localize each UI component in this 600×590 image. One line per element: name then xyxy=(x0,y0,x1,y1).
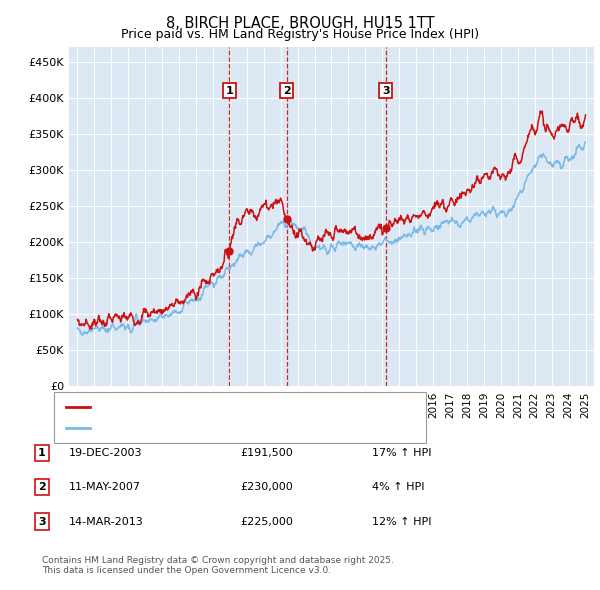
Text: 8, BIRCH PLACE, BROUGH, HU15 1TT: 8, BIRCH PLACE, BROUGH, HU15 1TT xyxy=(166,16,434,31)
Text: 4% ↑ HPI: 4% ↑ HPI xyxy=(372,483,425,492)
Text: 3: 3 xyxy=(38,517,46,526)
Text: 1: 1 xyxy=(38,448,46,458)
Text: 19-DEC-2003: 19-DEC-2003 xyxy=(69,448,143,458)
Text: 2: 2 xyxy=(38,483,46,492)
Text: £191,500: £191,500 xyxy=(240,448,293,458)
Text: 1: 1 xyxy=(226,86,233,96)
Text: 11-MAY-2007: 11-MAY-2007 xyxy=(69,483,141,492)
Text: Contains HM Land Registry data © Crown copyright and database right 2025.
This d: Contains HM Land Registry data © Crown c… xyxy=(42,556,394,575)
Text: 8, BIRCH PLACE, BROUGH, HU15 1TT (detached house): 8, BIRCH PLACE, BROUGH, HU15 1TT (detach… xyxy=(96,402,382,412)
Text: 3: 3 xyxy=(382,86,389,96)
Text: Price paid vs. HM Land Registry's House Price Index (HPI): Price paid vs. HM Land Registry's House … xyxy=(121,28,479,41)
Text: HPI: Average price, detached house, East Riding of Yorkshire: HPI: Average price, detached house, East… xyxy=(96,424,412,434)
Text: £225,000: £225,000 xyxy=(240,517,293,526)
Text: 17% ↑ HPI: 17% ↑ HPI xyxy=(372,448,431,458)
Text: £230,000: £230,000 xyxy=(240,483,293,492)
Text: 12% ↑ HPI: 12% ↑ HPI xyxy=(372,517,431,526)
Text: 14-MAR-2013: 14-MAR-2013 xyxy=(69,517,144,526)
Text: 2: 2 xyxy=(283,86,290,96)
